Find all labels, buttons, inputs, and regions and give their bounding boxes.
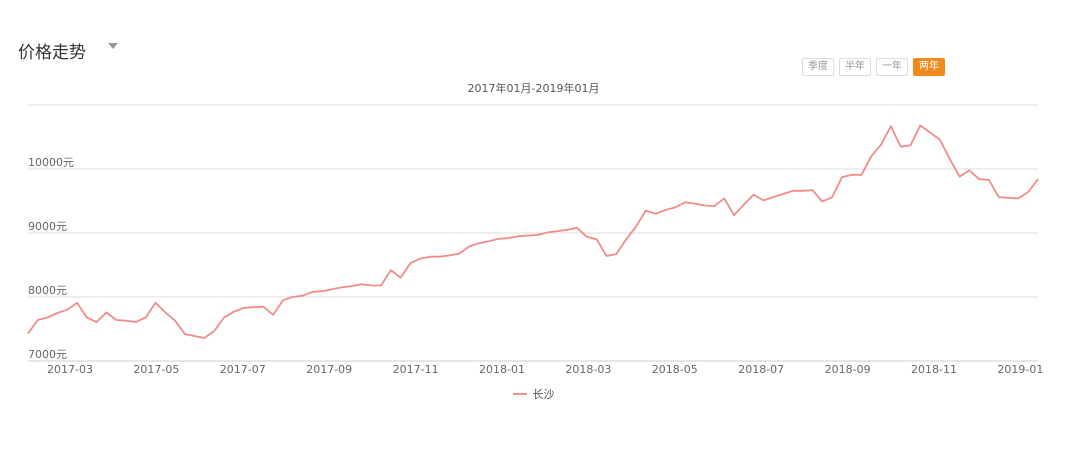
x-tick-label: 2018-05 <box>652 363 698 376</box>
y-tick-label: 8000元 <box>28 284 67 297</box>
chart-legend[interactable]: 长沙 <box>0 386 1067 402</box>
x-tick-label: 2018-03 <box>565 363 611 376</box>
x-tick-label: 2017-11 <box>393 363 439 376</box>
x-tick-label: 2018-07 <box>738 363 784 376</box>
page-title: 价格走势 <box>18 43 86 63</box>
x-tick-label: 2019-01 <box>997 363 1043 376</box>
date-range-label: 2017年01月-2019年01月 <box>467 82 600 95</box>
period-button-quarter[interactable]: 季度 <box>802 58 834 76</box>
x-tick-label: 2018-01 <box>479 363 525 376</box>
period-button-half-year[interactable]: 半年 <box>839 58 871 76</box>
period-selector: 季度 半年 一年 两年 <box>802 58 945 76</box>
period-button-one-year[interactable]: 一年 <box>876 58 908 76</box>
x-tick-label: 2017-03 <box>47 363 93 376</box>
chevron-down-icon[interactable] <box>108 43 118 49</box>
period-button-two-years[interactable]: 两年 <box>913 58 945 76</box>
x-tick-label: 2018-09 <box>825 363 871 376</box>
x-tick-label: 2017-05 <box>133 363 179 376</box>
legend-line-swatch <box>512 393 527 395</box>
legend-label: 长沙 <box>532 388 555 401</box>
x-tick-label: 2018-11 <box>911 363 957 376</box>
y-tick-label: 10000元 <box>28 156 74 169</box>
series-line <box>27 124 1039 339</box>
y-tick-label: 9000元 <box>28 220 67 233</box>
x-tick-label: 2017-07 <box>220 363 266 376</box>
x-tick-label: 2017-09 <box>306 363 352 376</box>
y-tick-label: 7000元 <box>28 348 67 361</box>
